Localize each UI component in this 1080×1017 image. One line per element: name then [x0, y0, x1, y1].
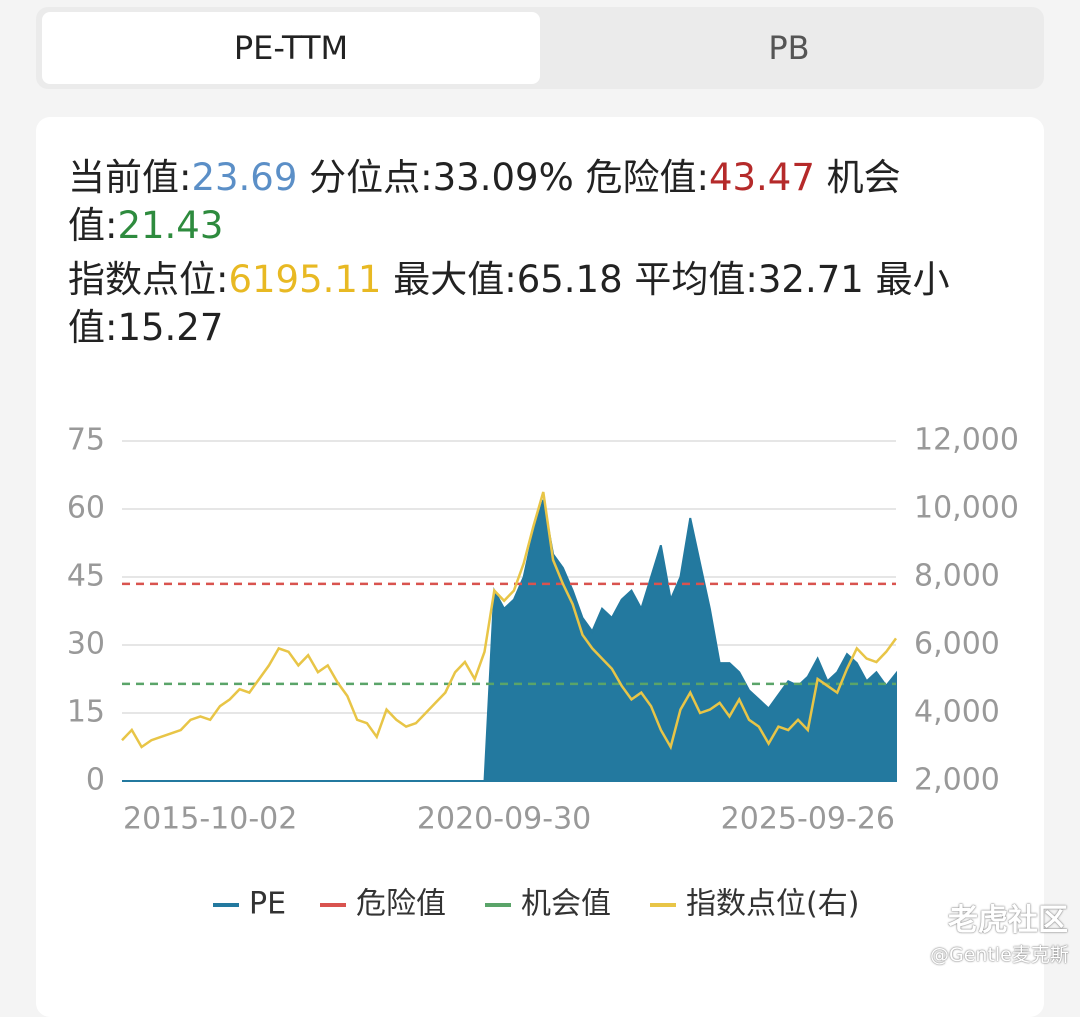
label: 危险值: [585, 156, 709, 199]
y-tick-label: 15 [67, 695, 105, 730]
label: 分位点: [309, 156, 433, 199]
value: 21.43 [117, 204, 224, 247]
watermark-brand: 老虎社区 [948, 903, 1068, 938]
y2-tick-label: 4,000 [914, 695, 1000, 730]
label: 机会值: [68, 156, 901, 247]
y-tick-label: 75 [67, 423, 105, 458]
label: 指数点位: [68, 258, 229, 301]
chart: 0 15 30 45 60 75 2,000 4,000 6,000 8,000 10,000 12,… [67, 423, 1019, 922]
stats-line-2: 指数点位:6195.11 最大值:65.18 平均值:32.71 最小值:15.… [68, 256, 968, 352]
y2-tick-label: 2,000 [914, 763, 1000, 798]
label: 最大值: [393, 258, 517, 301]
value: 32.71 [757, 258, 864, 301]
value: 6195.11 [228, 258, 382, 301]
legend-label: PE [249, 887, 286, 922]
value: 43.47 [708, 156, 815, 199]
label: 平均值: [634, 258, 758, 301]
y2-tick-label: 12,000 [914, 423, 1019, 458]
watermark-user: @Gentle麦克斯 [930, 944, 1069, 966]
y-tick-label: 0 [86, 763, 105, 798]
x-tick-label: 2015-10-02 [123, 802, 297, 837]
legend-label: 危险值 [356, 887, 446, 922]
tab-pe[interactable]: PE-TTM [42, 12, 540, 84]
legend-label: 指数点位(右) [686, 887, 859, 922]
label: 最小值: [68, 258, 950, 349]
page: PE-TTM PB 当前值:23.69 分位点:33.09% 危险值:43.47… [36, 7, 1069, 1017]
value: 33.09% [432, 156, 574, 199]
value: 65.18 [516, 258, 623, 301]
x-tick-label: 2020-09-30 [417, 802, 591, 837]
stats-line-1: 当前值:23.69 分位点:33.09% 危险值:43.47 机会值:21.43 [68, 154, 968, 250]
label: 当前值: [68, 156, 192, 199]
y-tick-label: 45 [67, 559, 105, 594]
value: 15.27 [117, 306, 224, 349]
y-tick-label: 30 [67, 627, 105, 662]
tab-bar: PE-TTM PB [36, 7, 1044, 89]
tab-pb[interactable]: PB [768, 29, 810, 67]
value: 23.69 [191, 156, 298, 199]
y2-tick-label: 10,000 [914, 491, 1019, 526]
y2-tick-label: 8,000 [914, 559, 1000, 594]
x-tick-label: 2025-09-26 [721, 802, 895, 837]
legend-label: 机会值 [521, 887, 611, 922]
index-line [121, 491, 898, 751]
y2-tick-label: 6,000 [914, 627, 1000, 662]
pe-area [122, 499, 897, 782]
y-tick-label: 60 [67, 491, 105, 526]
